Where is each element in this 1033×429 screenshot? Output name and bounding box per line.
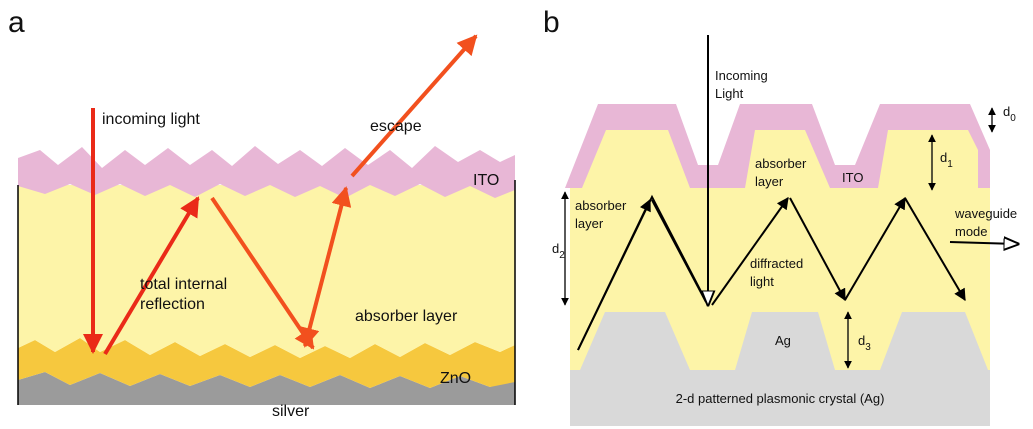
label: ZnO [440,370,471,387]
label: 2-d patterned plasmonic crystal (Ag) [676,391,885,406]
label: Ag [775,333,791,348]
panel-label: a [8,6,25,39]
panel-label: b [543,6,560,39]
label: ITO [842,170,863,185]
label: escape [370,118,422,135]
arrow [352,36,476,176]
dimension-label: d0 [1003,104,1016,124]
figure: a incoming light escape ITO total intern… [0,0,1033,429]
label: ITO [473,172,499,189]
label: incoming light [102,111,200,128]
label: absorber layer [355,308,458,325]
panel-a: a incoming light escape ITO total intern… [8,6,515,420]
dimension-label: d2 [552,241,565,261]
label: silver [272,403,310,420]
